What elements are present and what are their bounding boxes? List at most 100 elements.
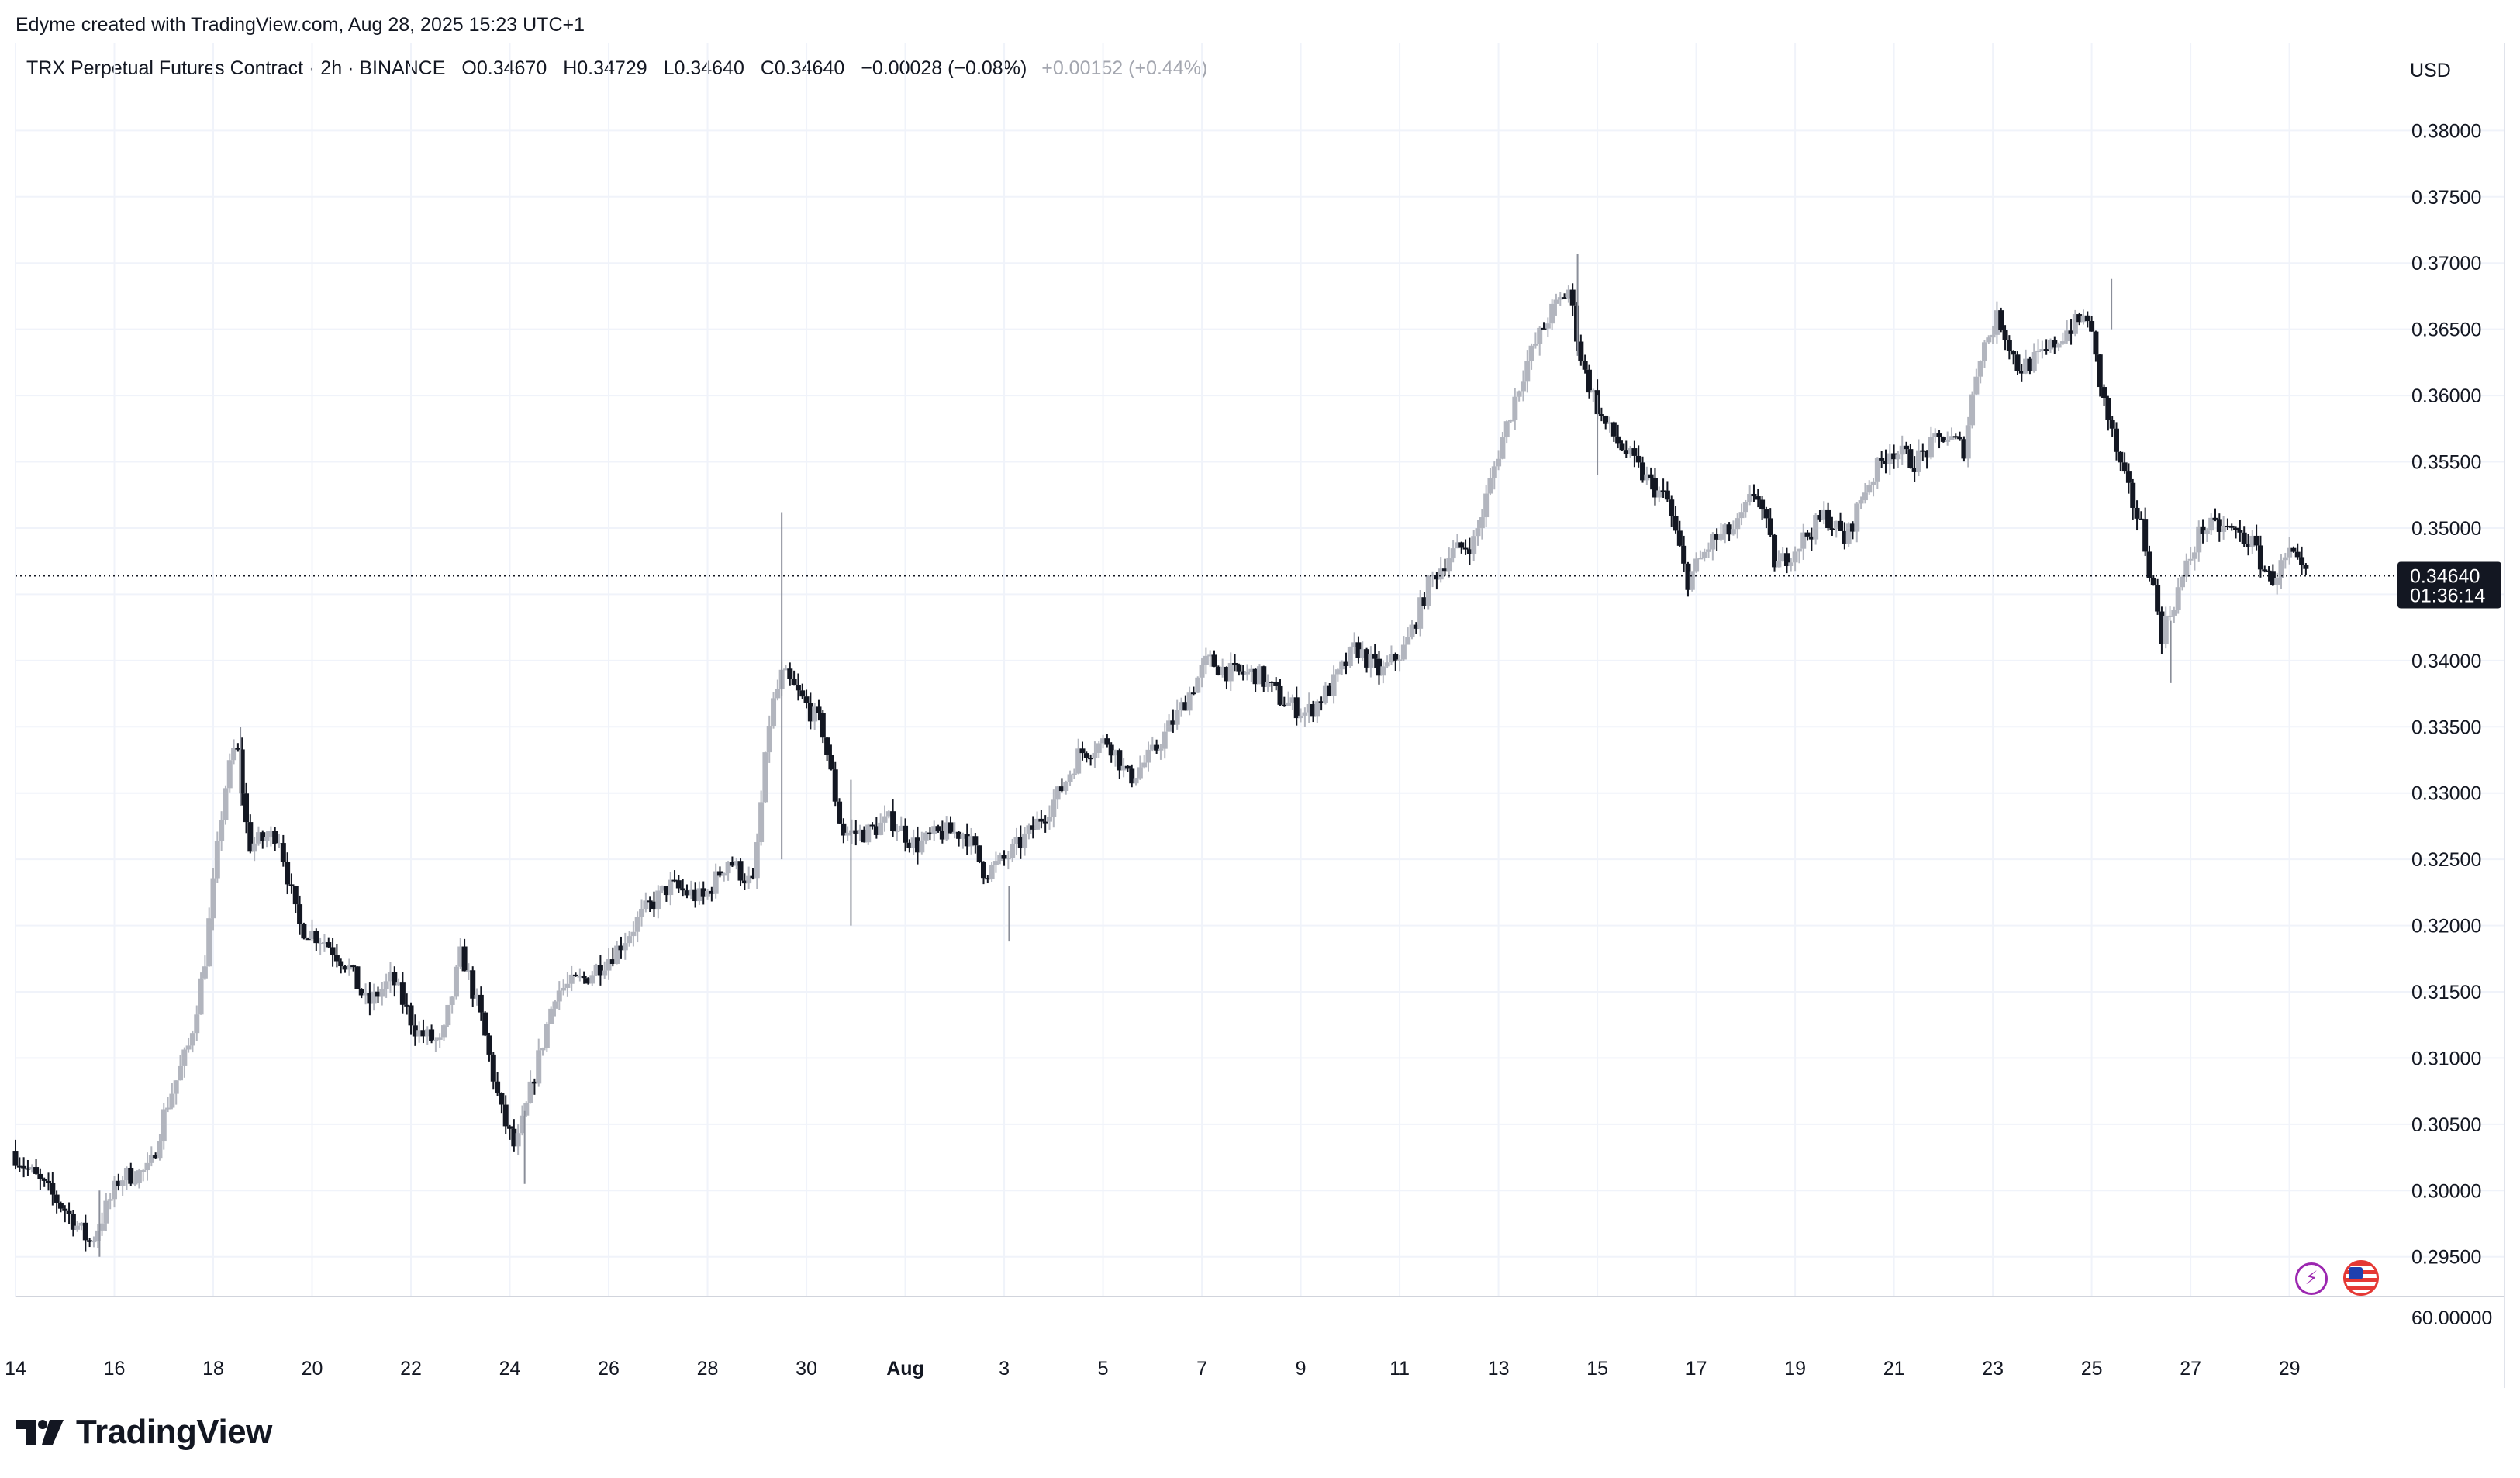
candle-body (1005, 858, 1011, 860)
candle-body (1186, 692, 1193, 711)
candle-body (1450, 548, 1456, 559)
candle-body (1879, 458, 1885, 461)
candle-body (1738, 512, 1745, 519)
candle-body (1528, 345, 1534, 361)
candle-body (367, 993, 373, 1004)
candle-body (54, 1194, 60, 1203)
candle-body (1471, 536, 1477, 554)
candle-body (144, 1162, 150, 1171)
candle-body (737, 861, 744, 881)
candle-body (1693, 558, 1700, 572)
date-tick-label: 19 (1784, 1358, 1806, 1380)
candle-body (639, 909, 645, 917)
candle-body (1772, 534, 1778, 568)
candle-body (375, 991, 381, 997)
candle-body (2155, 585, 2161, 612)
candle-body (173, 1080, 179, 1094)
date-tick-label: 9 (1296, 1358, 1307, 1380)
candle-body (655, 890, 661, 910)
currency-button[interactable]: USD (2396, 51, 2497, 90)
candle-body (25, 1168, 31, 1170)
candle-body (1409, 624, 1415, 637)
candle-body (1425, 575, 1431, 606)
candle-body (194, 1014, 200, 1034)
candle-body (668, 879, 674, 896)
candle-body (1322, 685, 1328, 703)
candle-body (906, 842, 913, 848)
candle-body (2249, 535, 2256, 547)
candle-body (50, 1183, 56, 1195)
date-tick-label: 17 (1686, 1358, 1707, 1380)
candle-body (2093, 331, 2099, 355)
symbol-title[interactable]: TRX Perpetual Futures Contract · 2h · BI… (26, 57, 446, 79)
candle-body (1924, 451, 1930, 458)
candle-body (2121, 462, 2128, 472)
candle-body (387, 972, 393, 982)
candle-body (185, 1045, 192, 1050)
candle-body (2179, 576, 2185, 588)
volume-scale-label: 60.00000 (2411, 1307, 2492, 1329)
candle-body (157, 1141, 163, 1159)
candle-body (585, 978, 591, 984)
price-tick-label: 0.32000 (2411, 916, 2481, 938)
candle-body (1149, 744, 1155, 750)
candle-body (1788, 562, 1794, 567)
candle-body (675, 880, 682, 889)
candle-body (1071, 773, 1077, 775)
candle-body (326, 942, 332, 948)
lightning-icon[interactable]: ⚡ (2295, 1262, 2328, 1295)
candle-body (1162, 731, 1168, 749)
low-value: 0.34640 (674, 57, 744, 79)
candle-body (1780, 553, 1786, 561)
candle-body (1619, 443, 1625, 451)
candle-body (1475, 528, 1481, 537)
candle-body (2043, 349, 2049, 351)
candle-body (1400, 644, 1407, 660)
candle-body (1034, 818, 1041, 830)
candle-body (1845, 523, 1852, 544)
candle-body (1038, 818, 1044, 822)
candle-body (1838, 520, 1844, 531)
candle-body (12, 1151, 19, 1166)
candle-body (561, 987, 567, 991)
candle-body (116, 1180, 122, 1186)
candle-body (1203, 655, 1209, 665)
candle-body (910, 837, 917, 848)
tradingview-logo[interactable]: TradingView (16, 1413, 272, 1452)
candle-body (832, 769, 838, 802)
candle-body (2109, 420, 2115, 429)
candle-body (898, 825, 904, 831)
candle-body (1310, 703, 1317, 717)
candle-body (820, 713, 826, 738)
candle-body (1240, 671, 1246, 675)
candle-body (700, 888, 706, 897)
price-tick-label: 0.38000 (2411, 120, 2481, 142)
candle-body (968, 836, 975, 847)
candle-body (1676, 530, 1683, 546)
candle-body (1503, 421, 1510, 438)
price-tick-label: 0.30000 (2411, 1180, 2481, 1202)
candle-body (297, 904, 303, 924)
candle-body (1063, 782, 1069, 792)
us-flag-icon[interactable] (2343, 1260, 2379, 1296)
candle-body (1380, 666, 1386, 676)
date-tick-label: 3 (999, 1358, 1010, 1380)
candle-body (1998, 310, 2004, 330)
candle-body (1405, 637, 1411, 645)
candle-body (478, 994, 484, 1013)
candle-body (437, 1037, 443, 1040)
candle-body (62, 1208, 68, 1211)
candle-body (816, 706, 822, 713)
candle-body (358, 989, 364, 996)
candle-body (1628, 448, 1634, 454)
candle-body (960, 834, 966, 839)
candle-body (1541, 327, 1547, 330)
candle-body (140, 1170, 147, 1172)
candle-body (519, 1115, 525, 1134)
candle-body (564, 983, 571, 988)
candle-body (2237, 530, 2243, 533)
candle-body (181, 1049, 188, 1066)
candle-body (1434, 575, 1440, 580)
candle-body (1430, 575, 1436, 577)
